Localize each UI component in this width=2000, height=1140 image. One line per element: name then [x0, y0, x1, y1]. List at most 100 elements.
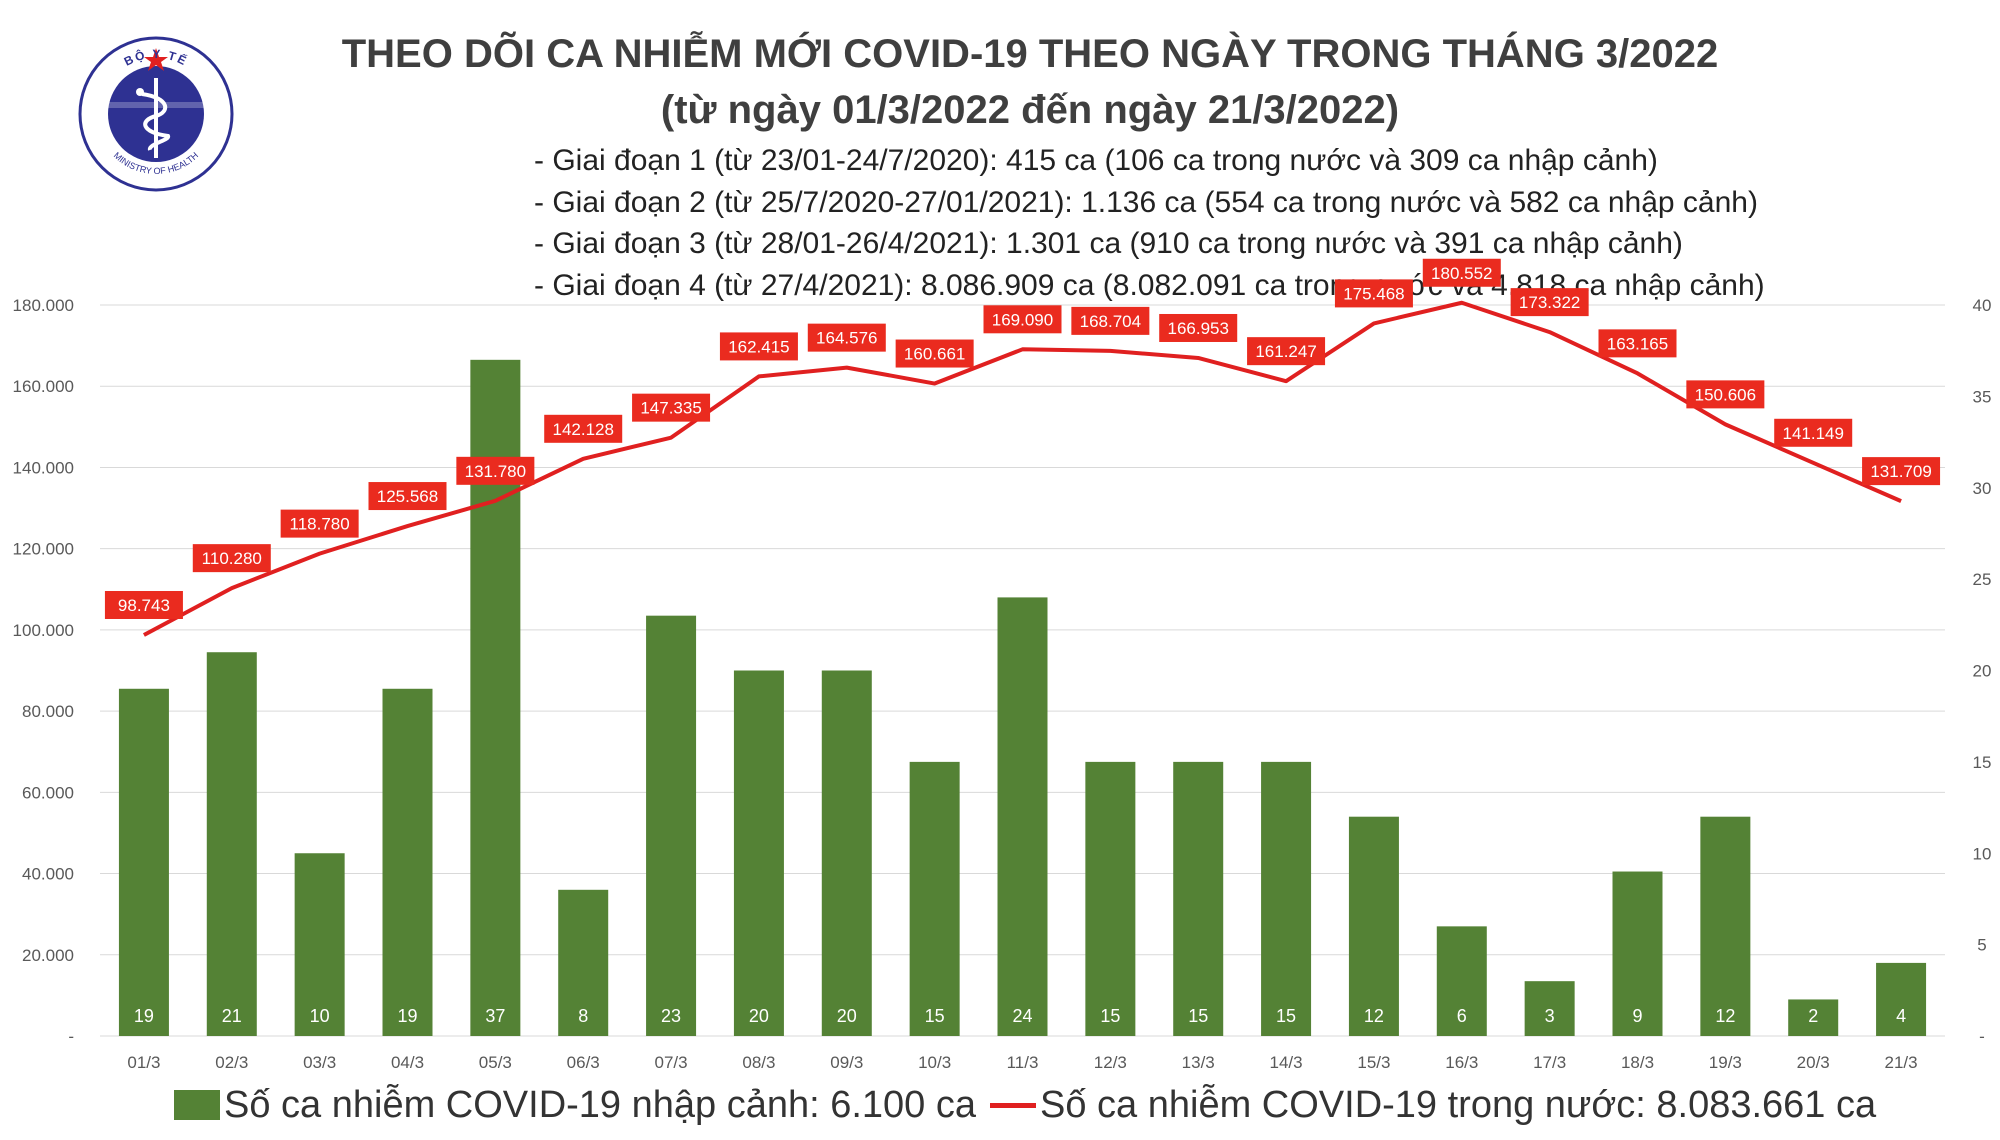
- x-tick-label: 17/3: [1533, 1053, 1566, 1072]
- line-value-label: 164.576: [816, 329, 877, 348]
- bar: [1436, 926, 1487, 1036]
- x-tick-label: 16/3: [1445, 1053, 1478, 1072]
- domestic-cases-line: [142, 300, 1902, 637]
- line-label-box: [983, 305, 1062, 334]
- bar: [1261, 761, 1312, 1036]
- bar-value-label: 24: [1012, 1006, 1032, 1026]
- bar: [294, 853, 345, 1036]
- bar-value-label: 15: [1100, 1006, 1120, 1026]
- x-tick-label: 03/3: [303, 1053, 336, 1072]
- bar-value-label: 15: [925, 1006, 945, 1026]
- line-label-box: [807, 323, 886, 352]
- bar: [1085, 761, 1136, 1036]
- stage-2: - Giai đoạn 2 (từ 25/7/2020-27/01/2021):…: [534, 185, 1758, 219]
- bar: [206, 652, 257, 1036]
- bar: [1524, 981, 1575, 1036]
- line-label-box: [895, 339, 974, 368]
- line-label-box: [1247, 337, 1326, 366]
- line-value-label: 166.953: [1167, 319, 1228, 338]
- ministry-of-health-logo: BỘ Y TẾ MINISTRY OF HEALTH: [78, 36, 234, 192]
- x-tick-label: 04/3: [391, 1053, 424, 1072]
- bar-value-label: 6: [1457, 1006, 1467, 1026]
- line-value-label: 141.149: [1782, 424, 1843, 443]
- line-label-box: [1510, 288, 1589, 317]
- left-axis-tick-label: 40.000: [22, 865, 74, 884]
- title-line-1: THEO DÕI CA NHIỄM MỚI COVID-19 THEO NGÀY…: [341, 32, 1719, 76]
- line-label-box: [456, 456, 535, 485]
- logo-top-text: BỘ Y TẾ: [122, 47, 189, 69]
- line-label-box: [719, 332, 798, 361]
- left-axis-tick-label: -: [68, 1027, 74, 1046]
- x-tick-label: 10/3: [918, 1053, 951, 1072]
- x-tick-label: 09/3: [830, 1053, 863, 1072]
- legend-line-label: Số ca nhiễm COVID-19 trong nước: 8.083.6…: [1040, 1084, 1877, 1126]
- bar: [997, 597, 1048, 1036]
- x-tick-label: 02/3: [215, 1053, 248, 1072]
- line-label-box: [104, 590, 183, 619]
- line-label-box: [280, 509, 359, 538]
- line-label-box: [1686, 380, 1765, 409]
- title-line-2: (từ ngày 01/3/2022 đến ngày 21/3/2022): [660, 88, 1400, 132]
- bar: [1788, 999, 1839, 1036]
- left-axis-tick-label: 100.000: [13, 621, 74, 640]
- legend-bar-entry: Số ca nhiễm COVID-19 nhập cảnh: 6.100 ca: [174, 1084, 976, 1127]
- left-axis-tick-label: 60.000: [22, 783, 74, 802]
- x-tick-label: 21/3: [1885, 1053, 1918, 1072]
- left-axis-tick-label: 160.000: [13, 377, 74, 396]
- x-tick-label: 18/3: [1621, 1053, 1654, 1072]
- bar: [646, 615, 697, 1036]
- x-tick-label: 15/3: [1357, 1053, 1390, 1072]
- bar: [733, 670, 784, 1036]
- line-value-label: 131.709: [1870, 462, 1931, 481]
- line-value-label: 118.780: [290, 515, 350, 534]
- x-tick-label: 19/3: [1709, 1053, 1742, 1072]
- line-value-label: 163.165: [1607, 334, 1668, 353]
- legend-bar-swatch: [174, 1090, 220, 1120]
- legend-bar-label: Số ca nhiễm COVID-19 nhập cảnh: 6.100 ca: [224, 1084, 977, 1126]
- left-axis-tick-label: 140.000: [13, 458, 74, 477]
- right-axis-tick-label: 10: [1973, 844, 1992, 863]
- x-tick-label: 11/3: [1007, 1053, 1039, 1072]
- bar-value-label: 15: [1188, 1006, 1208, 1026]
- bar-value-label: 9: [1632, 1006, 1642, 1026]
- line-label-box: [1862, 457, 1941, 486]
- bar-value-label: 2: [1808, 1006, 1818, 1026]
- svg-text:BỘ Y TẾ: BỘ Y TẾ: [122, 47, 191, 69]
- line-label-box: [544, 414, 623, 443]
- line-value-label: 142.128: [552, 420, 613, 439]
- line-value-label: 160.661: [904, 345, 965, 364]
- line-value-label: 98.743: [118, 596, 170, 615]
- line-label-box: [1334, 279, 1413, 308]
- line-value-label: 175.468: [1343, 284, 1404, 303]
- line-label-box: [1422, 258, 1501, 287]
- line-value-label: 125.568: [377, 487, 438, 506]
- x-tick-label: 20/3: [1797, 1053, 1830, 1072]
- legend-line-swatch: [990, 1103, 1036, 1108]
- bar-value-label: 4: [1896, 1006, 1906, 1026]
- line-value-label: 169.090: [992, 310, 1053, 329]
- line-value-label: 180.552: [1431, 264, 1492, 283]
- legend-line-entry: Số ca nhiễm COVID-19 trong nước: 8.083.6…: [990, 1084, 1876, 1127]
- bar: [118, 688, 169, 1036]
- right-axis-tick-label: 30: [1973, 479, 1992, 498]
- bar-value-label: 20: [837, 1006, 857, 1026]
- line-value-label: 150.606: [1695, 385, 1756, 404]
- line-value-label: 131.780: [465, 462, 526, 481]
- stage-1: - Giai đoạn 1 (từ 23/01-24/7/2020): 415 …: [534, 144, 1658, 177]
- line-value-label: 147.335: [640, 399, 701, 418]
- right-axis-tick-label: 35: [1973, 387, 1992, 406]
- stage-3: - Giai đoạn 3 (từ 28/01-26/4/2021): 1.30…: [534, 227, 1683, 260]
- bar-value-label: 10: [310, 1006, 330, 1026]
- x-tick-label: 14/3: [1270, 1053, 1303, 1072]
- line-value-label: 161.247: [1255, 342, 1316, 361]
- line-label-box: [1774, 418, 1853, 447]
- line-label-box: [1071, 306, 1150, 335]
- right-axis-tick-label: 20: [1973, 662, 1992, 681]
- x-tick-label: 12/3: [1094, 1053, 1127, 1072]
- bar: [1348, 816, 1399, 1036]
- bar-value-label: 20: [749, 1006, 769, 1026]
- bar-value-label: 21: [222, 1006, 242, 1026]
- bar: [821, 670, 872, 1036]
- bar-value-label: 12: [1715, 1006, 1735, 1026]
